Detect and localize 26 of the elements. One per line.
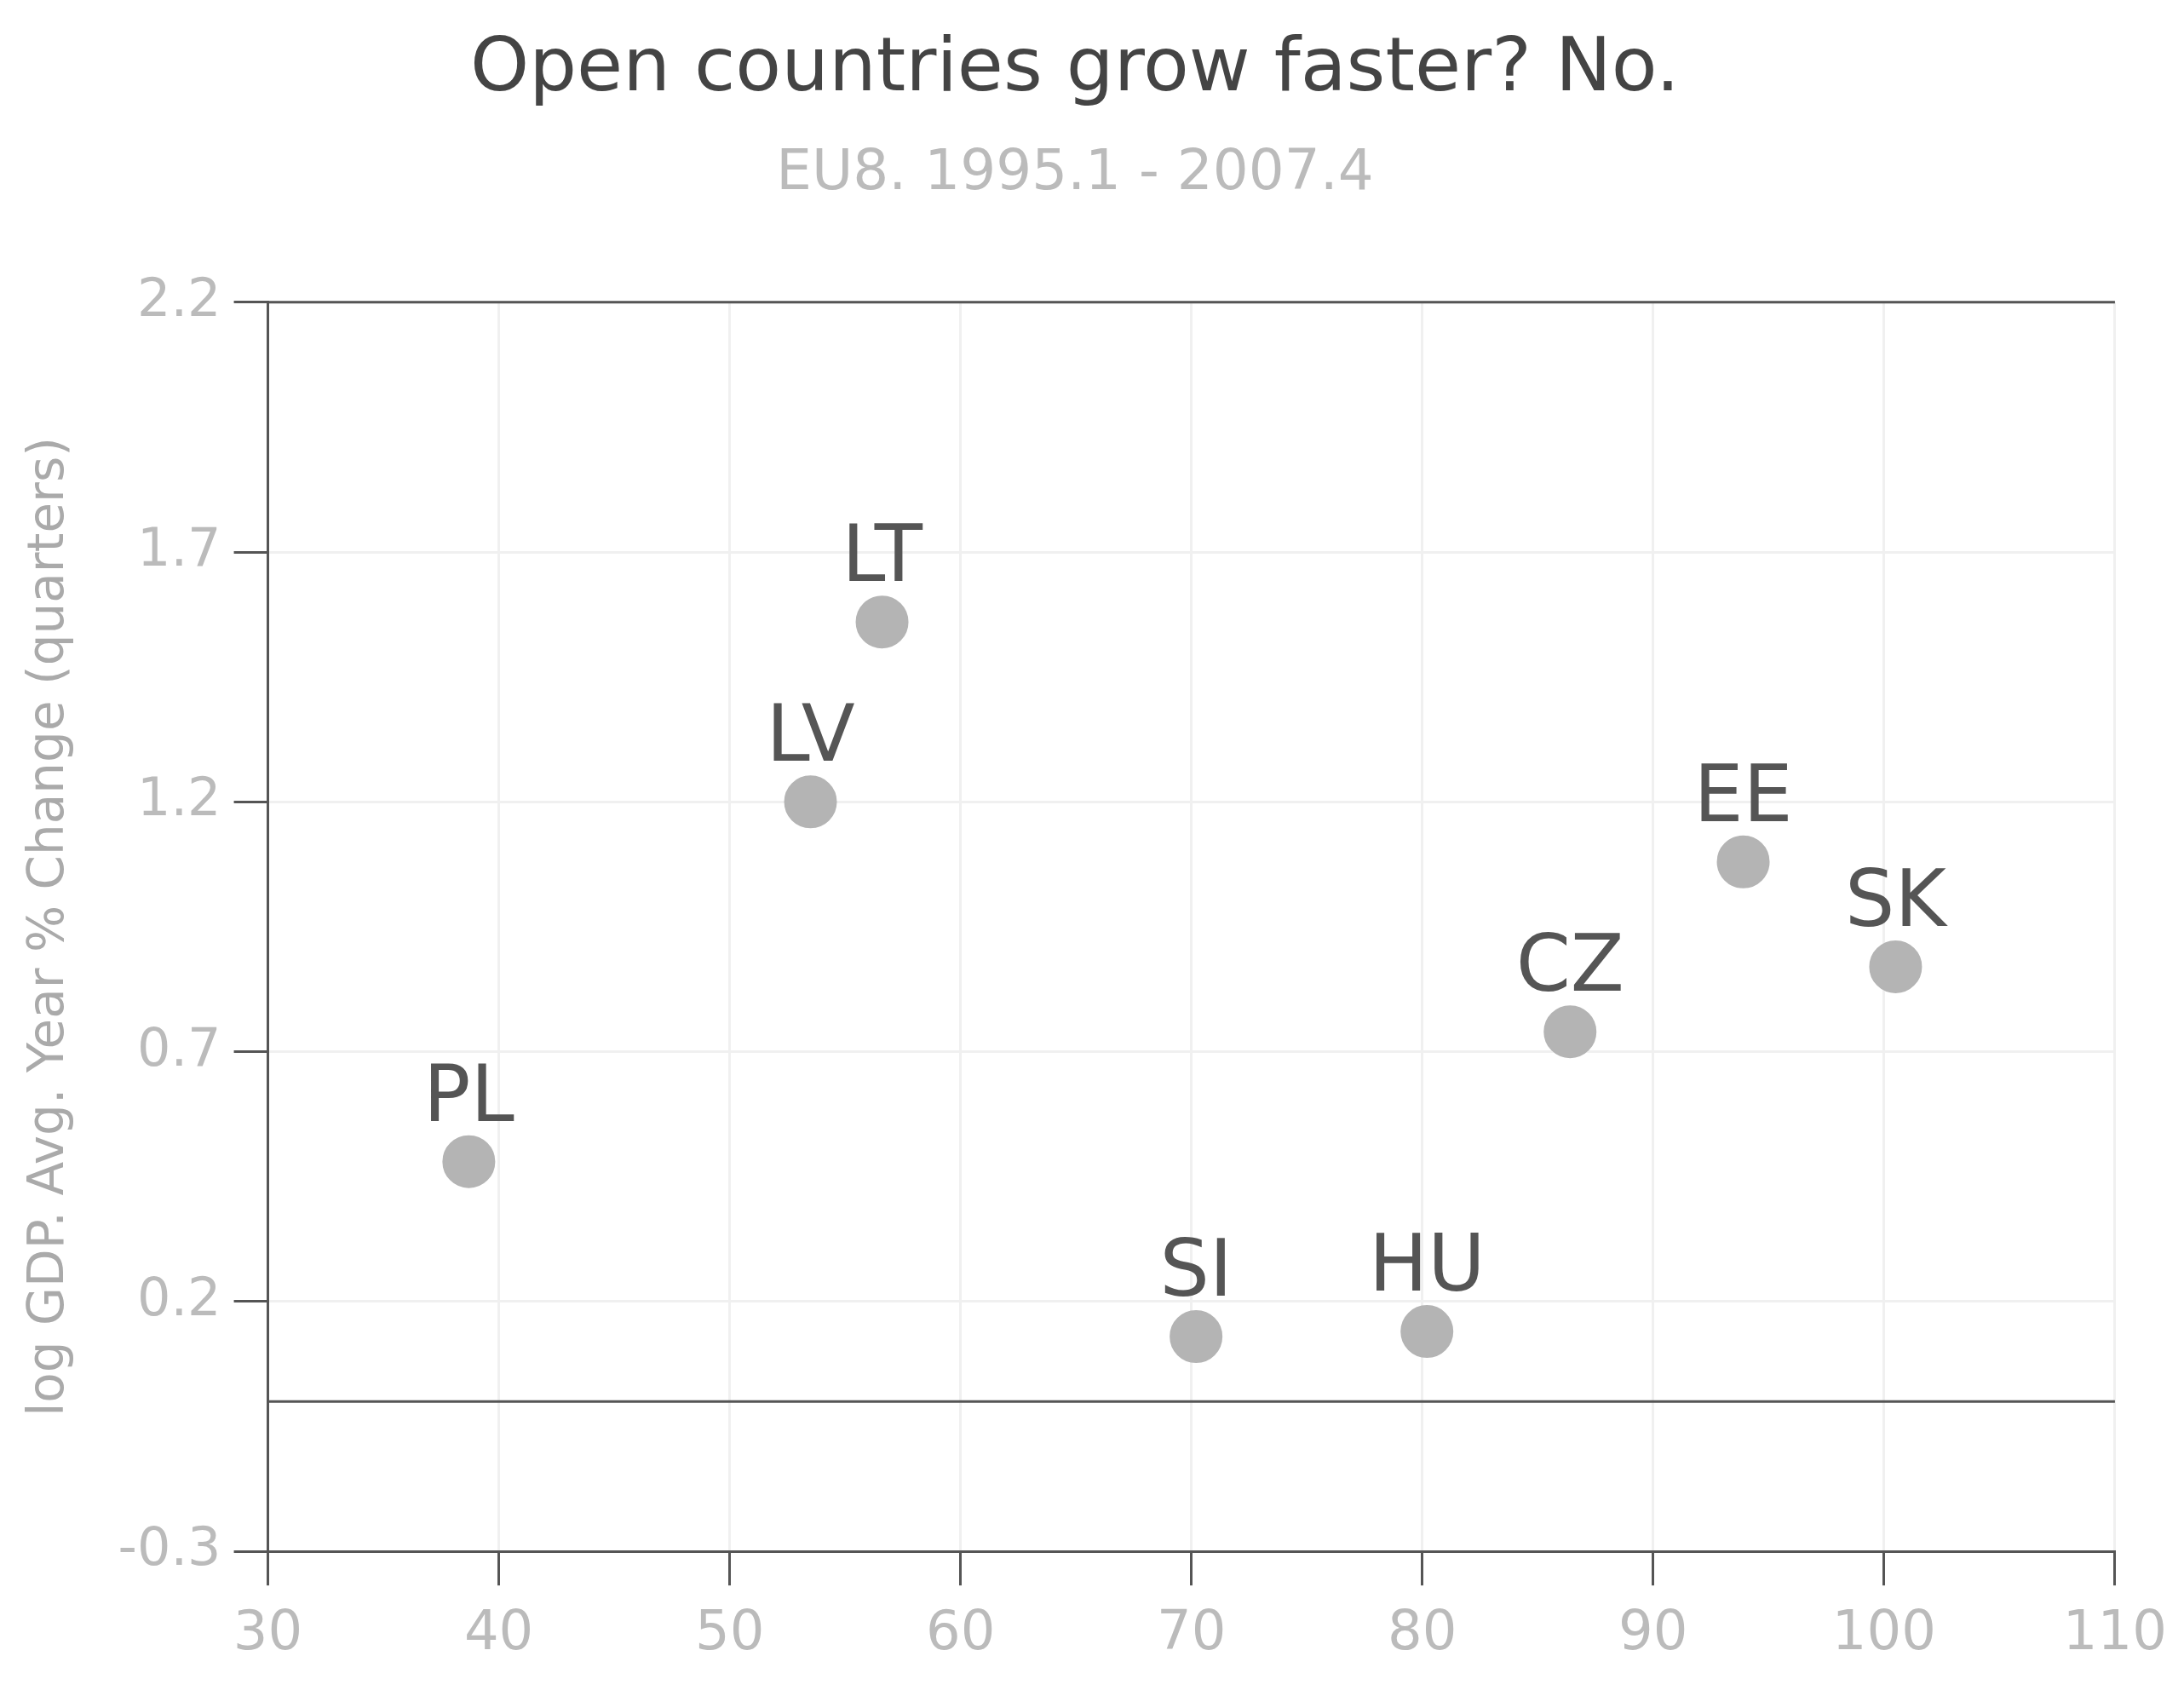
- annotation: SI: [1159, 1222, 1233, 1314]
- x-tick-label: 40: [463, 1599, 534, 1663]
- annotation: LT: [842, 509, 923, 601]
- x-tick-label: 30: [233, 1599, 303, 1663]
- x-tick-label: 80: [1388, 1599, 1457, 1663]
- x-tick-label: 110: [2062, 1599, 2167, 1663]
- x-tick-label: 70: [1157, 1599, 1227, 1663]
- annotation: SK: [1845, 853, 1949, 945]
- annotation: HU: [1368, 1218, 1486, 1310]
- chart-title: Open countries grow faster? No.: [469, 20, 1681, 108]
- y-tick-label: -0.3: [118, 1515, 221, 1578]
- x-tick-label: 60: [925, 1599, 996, 1663]
- annotation: EE: [1693, 748, 1793, 840]
- x-tick-label: 90: [1618, 1599, 1688, 1663]
- y-tick-label: 2.2: [136, 266, 221, 329]
- y-tick-label: 1.2: [136, 766, 221, 829]
- y-axis-title: log GDP. Avg. Year % Change (quarters): [16, 437, 75, 1417]
- annotation: CZ: [1515, 918, 1624, 1010]
- y-tick-label: 1.7: [136, 516, 221, 579]
- chart-subtitle: EU8. 1995.1 - 2007.4: [776, 137, 1374, 204]
- y-tick-label: 0.2: [136, 1266, 221, 1329]
- annotation: LV: [766, 688, 855, 780]
- y-tick-label: 0.7: [136, 1015, 221, 1078]
- x-tick-label: 100: [1831, 1599, 1936, 1663]
- x-tick-label: 50: [694, 1599, 765, 1663]
- annotation: PL: [423, 1048, 514, 1140]
